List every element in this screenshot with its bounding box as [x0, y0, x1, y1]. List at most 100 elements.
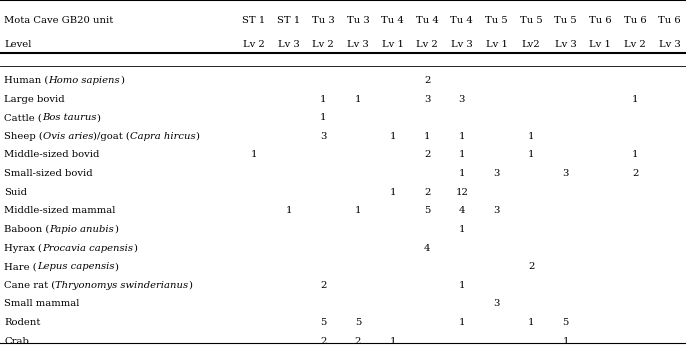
Text: Capra hircus: Capra hircus [130, 132, 196, 141]
Text: 3: 3 [563, 169, 569, 178]
Text: 5: 5 [320, 318, 327, 327]
Text: 1: 1 [390, 337, 396, 345]
Text: Lv 3: Lv 3 [555, 40, 577, 49]
Text: Ovis aries: Ovis aries [43, 132, 93, 141]
Text: Lv 2: Lv 2 [312, 40, 334, 49]
Text: ): ) [114, 225, 118, 234]
Text: Rodent: Rodent [4, 318, 40, 327]
Text: Lv 1: Lv 1 [381, 40, 403, 49]
Text: ): ) [189, 281, 192, 290]
Text: ST 1: ST 1 [242, 16, 265, 24]
Text: Lv 1: Lv 1 [589, 40, 611, 49]
Text: 2: 2 [320, 337, 327, 345]
Text: Tu 6: Tu 6 [589, 16, 612, 24]
Text: 1: 1 [563, 337, 569, 345]
Text: Crab: Crab [4, 337, 29, 345]
Text: 4: 4 [424, 244, 430, 253]
Text: 5: 5 [355, 318, 361, 327]
Text: 1: 1 [528, 150, 534, 159]
Text: Homo sapiens: Homo sapiens [49, 76, 120, 85]
Text: 1: 1 [320, 113, 327, 122]
Text: 1: 1 [459, 132, 465, 141]
Text: Lv 2: Lv 2 [416, 40, 438, 49]
Text: Tu 3: Tu 3 [346, 16, 369, 24]
Text: 12: 12 [456, 188, 469, 197]
Text: 1: 1 [251, 150, 257, 159]
Text: ): ) [115, 262, 118, 271]
Text: 1: 1 [390, 188, 396, 197]
Text: 3: 3 [493, 206, 499, 215]
Text: Procavia capensis: Procavia capensis [42, 244, 133, 253]
Text: Lv 3: Lv 3 [347, 40, 369, 49]
Text: Lv 3: Lv 3 [659, 40, 681, 49]
Text: 1: 1 [459, 318, 465, 327]
Text: Cattle (: Cattle ( [4, 113, 42, 122]
Text: 1: 1 [528, 132, 534, 141]
Text: Lv 2: Lv 2 [624, 40, 646, 49]
Text: Human (: Human ( [4, 76, 49, 85]
Text: Baboon (: Baboon ( [4, 225, 49, 234]
Text: ): ) [133, 244, 137, 253]
Text: Lepus capensis: Lepus capensis [37, 262, 115, 271]
Text: 1: 1 [320, 95, 327, 103]
Text: Tu 6: Tu 6 [624, 16, 646, 24]
Text: Mota Cave GB20 unit: Mota Cave GB20 unit [4, 16, 113, 24]
Text: 1: 1 [424, 132, 430, 141]
Text: 3: 3 [424, 95, 430, 103]
Text: 1: 1 [528, 318, 534, 327]
Text: Hare (: Hare ( [4, 262, 37, 271]
Text: Middle-sized bovid: Middle-sized bovid [4, 150, 99, 159]
Text: Tu 5: Tu 5 [485, 16, 508, 24]
Text: 3: 3 [493, 299, 499, 308]
Text: Tu 4: Tu 4 [451, 16, 473, 24]
Text: 1: 1 [459, 169, 465, 178]
Text: ): ) [96, 113, 100, 122]
Text: Small-sized bovid: Small-sized bovid [4, 169, 93, 178]
Text: Tu 3: Tu 3 [312, 16, 335, 24]
Text: 1: 1 [632, 150, 638, 159]
Text: 1: 1 [632, 95, 638, 103]
Text: 1: 1 [355, 206, 361, 215]
Text: ): ) [196, 132, 200, 141]
Text: 2: 2 [424, 188, 430, 197]
Text: Lv 3: Lv 3 [278, 40, 300, 49]
Text: Level: Level [4, 40, 32, 49]
Text: Middle-sized mammal: Middle-sized mammal [4, 206, 115, 215]
Text: Papio anubis: Papio anubis [49, 225, 114, 234]
Text: 2: 2 [424, 150, 430, 159]
Text: Tu 4: Tu 4 [381, 16, 404, 24]
Text: Lv 1: Lv 1 [486, 40, 508, 49]
Text: Suid: Suid [4, 188, 27, 197]
Text: )/goat (: )/goat ( [93, 132, 130, 141]
Text: 1: 1 [459, 225, 465, 234]
Text: Tu 6: Tu 6 [659, 16, 681, 24]
Text: ): ) [120, 76, 124, 85]
Text: Lv 2: Lv 2 [243, 40, 265, 49]
Text: 1: 1 [459, 150, 465, 159]
Text: Sheep (: Sheep ( [4, 132, 43, 141]
Text: Bos taurus: Bos taurus [42, 113, 96, 122]
Text: Tu 5: Tu 5 [554, 16, 577, 24]
Text: Large bovid: Large bovid [4, 95, 64, 103]
Text: Tu 4: Tu 4 [416, 16, 438, 24]
Text: 3: 3 [493, 169, 499, 178]
Text: 2: 2 [632, 169, 638, 178]
Text: Cane rat (: Cane rat ( [4, 281, 56, 290]
Text: Hyrax (: Hyrax ( [4, 244, 42, 253]
Text: 2: 2 [355, 337, 361, 345]
Text: Small mammal: Small mammal [4, 299, 80, 308]
Text: 1: 1 [390, 132, 396, 141]
Text: Lv2: Lv2 [522, 40, 541, 49]
Text: 1: 1 [355, 95, 361, 103]
Text: 4: 4 [459, 206, 465, 215]
Text: 5: 5 [424, 206, 430, 215]
Text: 5: 5 [563, 318, 569, 327]
Text: 2: 2 [320, 281, 327, 290]
Text: ST 1: ST 1 [277, 16, 300, 24]
Text: Tu 5: Tu 5 [520, 16, 543, 24]
Text: 1: 1 [459, 281, 465, 290]
Text: Lv 3: Lv 3 [451, 40, 473, 49]
Text: 3: 3 [459, 95, 465, 103]
Text: 3: 3 [320, 132, 327, 141]
Text: 1: 1 [285, 206, 292, 215]
